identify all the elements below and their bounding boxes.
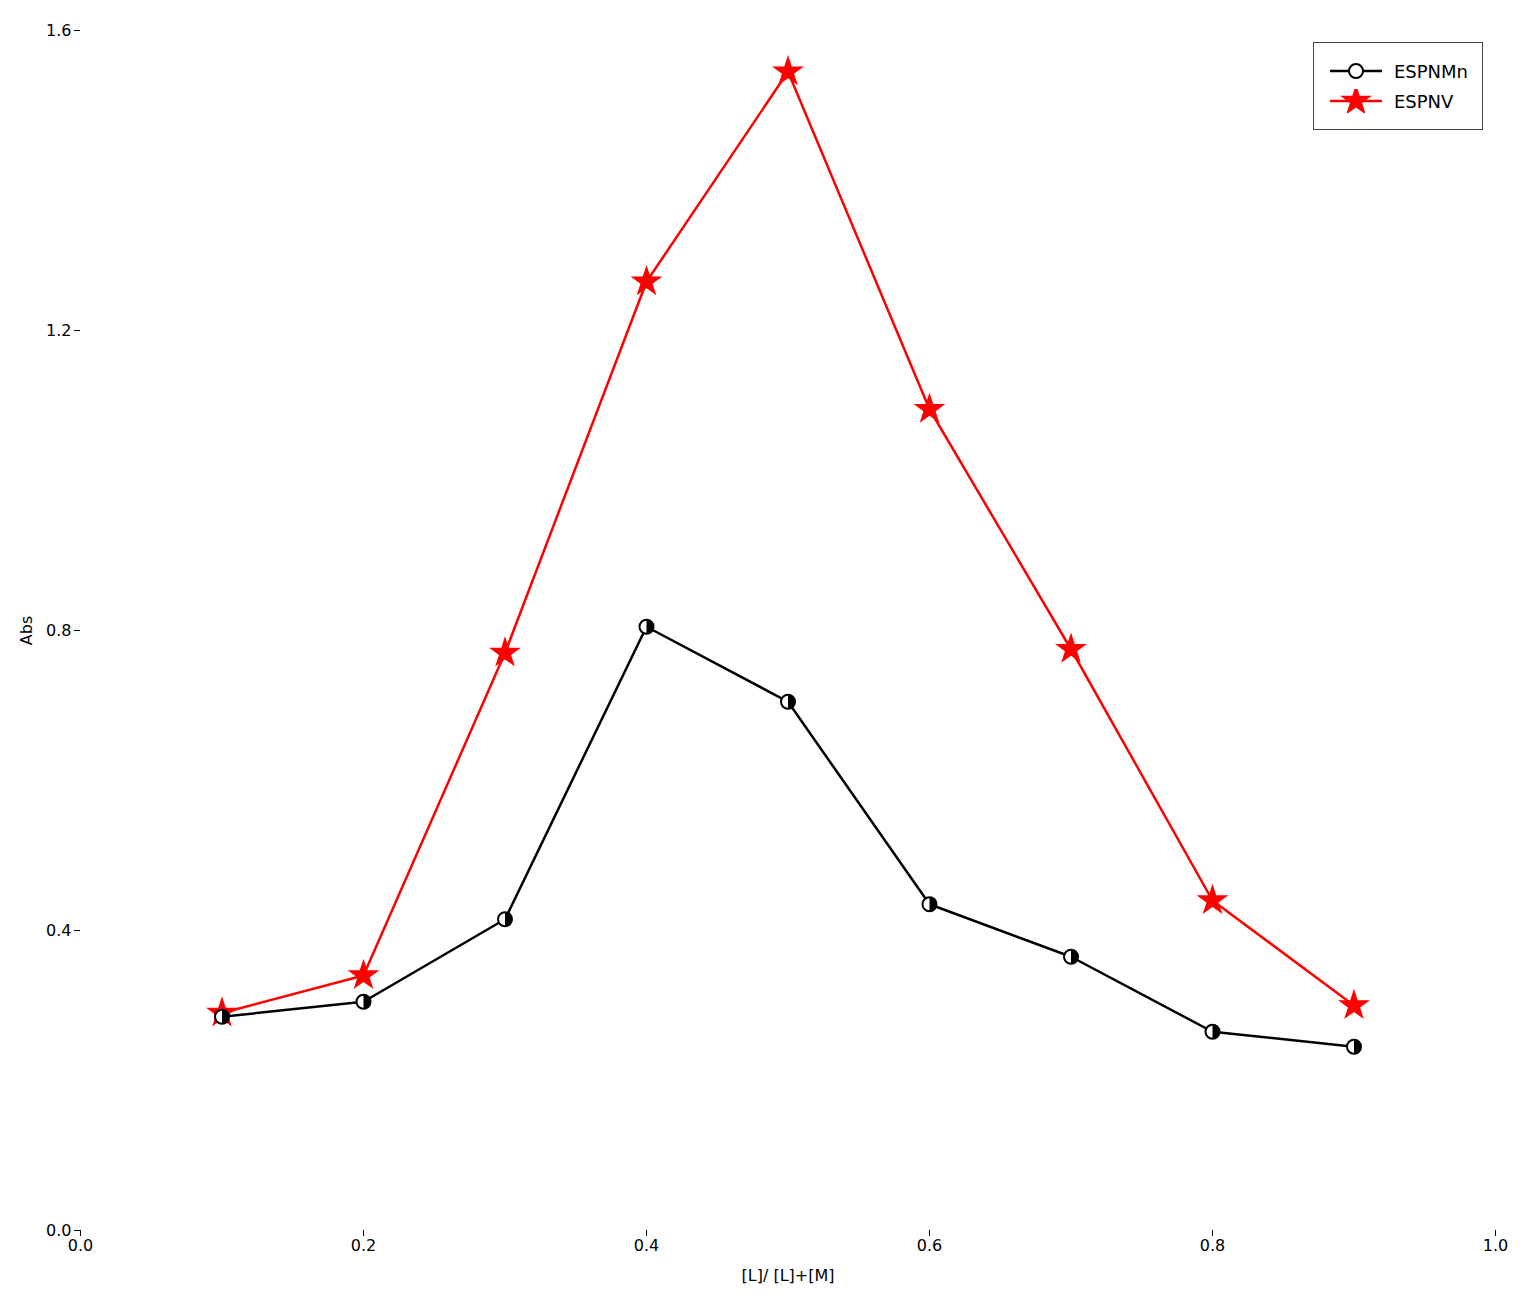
svg-text:0.2: 0.2 — [351, 1236, 376, 1255]
svg-text:Abs: Abs — [17, 616, 36, 645]
svg-text:0.4: 0.4 — [46, 921, 71, 940]
svg-text:0.0: 0.0 — [46, 1220, 72, 1240]
svg-text:1.0: 1.0 — [1483, 1236, 1508, 1255]
svg-text:1.2: 1.2 — [46, 321, 71, 340]
svg-text:0.0: 0.0 — [68, 1236, 93, 1255]
html-text:ESPNV: ESPNV — [1393, 90, 1454, 112]
svg-text:0.8: 0.8 — [1200, 1236, 1225, 1255]
svg-text:0.4: 0.4 — [634, 1236, 659, 1255]
svg-text:1.6: 1.6 — [46, 21, 71, 40]
svg-text:[L]/ [L]+[M]: [L]/ [L]+[M] — [742, 1266, 835, 1285]
svg-text:0.8: 0.8 — [46, 621, 71, 640]
html-text:ESPNMn: ESPNMn — [1393, 60, 1468, 82]
svg-text:0.6: 0.6 — [917, 1236, 942, 1255]
